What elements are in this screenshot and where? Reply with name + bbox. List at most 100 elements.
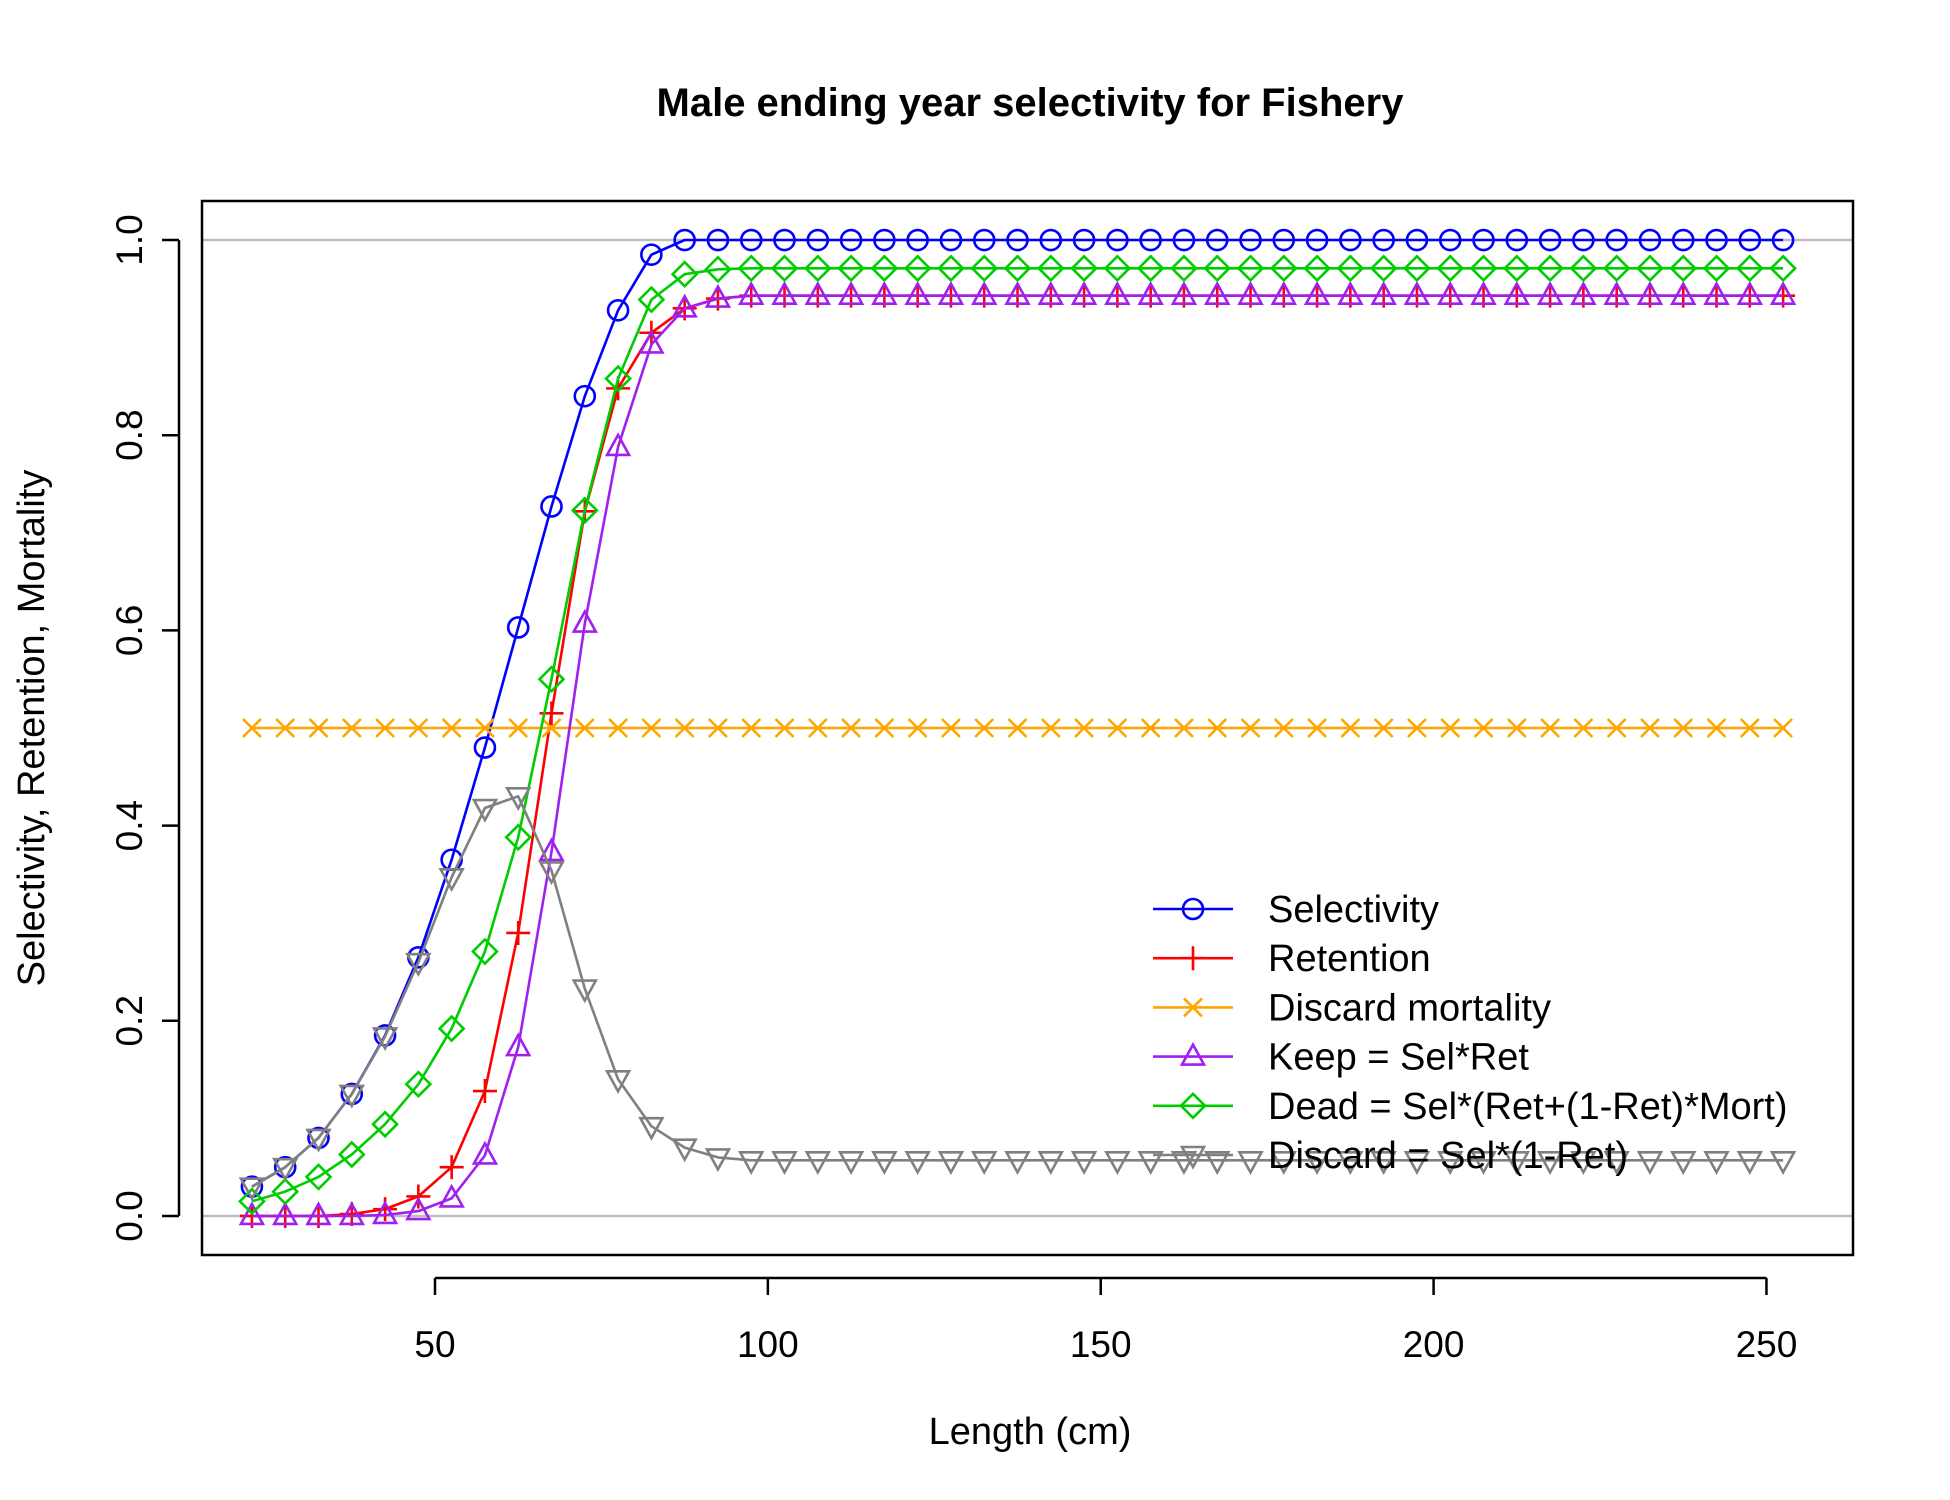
legend-label: Dead = Sel*(Ret+(1-Ret)*Mort) bbox=[1268, 1086, 1788, 1128]
data-point bbox=[1037, 280, 1064, 305]
data-point bbox=[1703, 1151, 1730, 1176]
x-tick-label: 150 bbox=[1070, 1324, 1132, 1365]
data-point bbox=[1370, 1151, 1397, 1176]
data-point bbox=[238, 1177, 266, 1202]
data-point bbox=[1736, 1151, 1764, 1176]
data-point bbox=[1104, 1151, 1131, 1176]
series-3 bbox=[242, 718, 1794, 738]
data-point bbox=[939, 228, 963, 252]
data-point bbox=[937, 280, 965, 305]
data-point bbox=[671, 293, 698, 318]
data-point bbox=[937, 1151, 965, 1176]
data-point bbox=[1739, 718, 1760, 738]
data-point bbox=[1040, 718, 1061, 738]
data-point bbox=[1440, 718, 1461, 738]
data-point bbox=[1670, 1151, 1697, 1176]
data-point bbox=[305, 1201, 332, 1226]
data-point bbox=[508, 718, 529, 738]
data-point bbox=[1036, 254, 1065, 283]
data-point bbox=[903, 254, 932, 283]
data-point bbox=[638, 329, 665, 354]
data-point bbox=[1370, 280, 1397, 305]
data-point bbox=[839, 228, 863, 252]
data-point bbox=[673, 228, 696, 252]
data-point bbox=[774, 718, 795, 738]
data-point bbox=[1636, 280, 1664, 305]
data-point bbox=[1670, 280, 1697, 305]
data-point bbox=[439, 1155, 464, 1180]
data-point bbox=[571, 608, 598, 633]
data-point bbox=[1570, 1151, 1597, 1176]
data-point bbox=[1203, 254, 1232, 283]
data-point bbox=[1638, 228, 1662, 252]
legend-marker bbox=[1181, 897, 1205, 921]
data-point bbox=[1237, 280, 1264, 305]
data-point bbox=[770, 254, 799, 283]
legend-label: Retention bbox=[1268, 938, 1431, 980]
x-tick-label: 50 bbox=[414, 1324, 455, 1365]
data-point bbox=[1572, 228, 1595, 252]
data-point bbox=[1136, 254, 1165, 283]
data-point bbox=[471, 1140, 499, 1165]
data-point bbox=[437, 1014, 466, 1043]
data-point bbox=[1569, 254, 1598, 283]
data-point bbox=[1303, 1151, 1331, 1176]
x-axis-label: Length (cm) bbox=[929, 1411, 1132, 1453]
data-point bbox=[870, 254, 899, 283]
x-tick-label: 250 bbox=[1736, 1324, 1798, 1365]
data-point bbox=[674, 718, 695, 738]
data-point bbox=[538, 861, 565, 886]
y-tick-label: 0.8 bbox=[109, 409, 150, 460]
data-point bbox=[1503, 280, 1531, 305]
data-point bbox=[308, 718, 329, 738]
legend-marker bbox=[1183, 997, 1203, 1018]
data-point bbox=[641, 718, 662, 738]
data-point bbox=[1070, 280, 1098, 305]
data-point bbox=[1606, 718, 1627, 738]
data-point bbox=[1170, 254, 1198, 283]
chart-title: Male ending year selectivity for Fishery bbox=[657, 81, 1405, 125]
data-point bbox=[1702, 254, 1731, 283]
legend-entry: Discard mortality bbox=[1153, 987, 1551, 1029]
y-tick-label: 0.0 bbox=[109, 1190, 150, 1241]
data-point bbox=[1106, 228, 1129, 252]
y-tick-label: 0.6 bbox=[109, 605, 150, 656]
data-point bbox=[1336, 254, 1365, 283]
data-point bbox=[837, 1151, 865, 1176]
legend-label: Keep = Sel*Ret bbox=[1268, 1037, 1529, 1079]
data-point bbox=[571, 979, 598, 1004]
data-point bbox=[873, 228, 896, 252]
x-tick-label: 100 bbox=[737, 1324, 799, 1365]
data-point bbox=[1705, 228, 1728, 252]
data-point bbox=[1503, 1151, 1531, 1176]
data-point bbox=[272, 1157, 299, 1182]
data-point bbox=[375, 718, 395, 738]
data-point bbox=[1337, 280, 1364, 305]
data-point bbox=[1003, 254, 1032, 283]
data-point bbox=[1769, 254, 1797, 283]
data-point bbox=[739, 228, 763, 252]
data-point bbox=[1669, 254, 1698, 283]
data-point bbox=[1207, 718, 1228, 738]
legend-label: Discard = Sel*(1-Ret) bbox=[1268, 1135, 1628, 1177]
data-point bbox=[271, 1177, 300, 1206]
data-point bbox=[1636, 254, 1664, 283]
data-point bbox=[1403, 254, 1431, 283]
data-point bbox=[841, 718, 862, 738]
data-point bbox=[238, 1201, 266, 1226]
legend-entry: Discard = Sel*(1-Ret) bbox=[1153, 1135, 1628, 1177]
legend-marker bbox=[1179, 1145, 1207, 1170]
data-point bbox=[1006, 228, 1029, 252]
data-point bbox=[471, 937, 499, 966]
data-point bbox=[904, 1151, 931, 1176]
data-point bbox=[1204, 1151, 1231, 1176]
data-point bbox=[538, 837, 565, 862]
data-point bbox=[305, 1128, 332, 1153]
data-point bbox=[638, 1116, 665, 1141]
data-point bbox=[704, 1148, 732, 1173]
data-point bbox=[804, 1151, 831, 1176]
data-point bbox=[1769, 1151, 1797, 1176]
data-point bbox=[640, 243, 663, 266]
data-point bbox=[1437, 1151, 1464, 1176]
data-point bbox=[604, 1070, 632, 1095]
